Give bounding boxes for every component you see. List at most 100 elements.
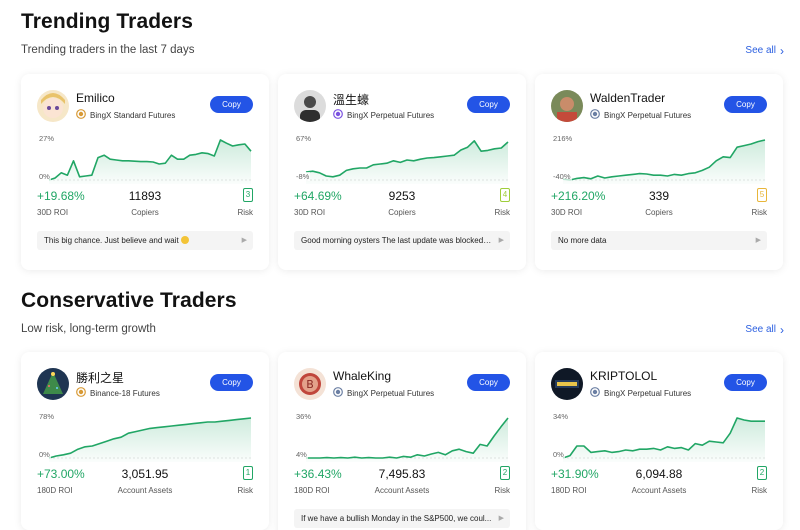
copy-button[interactable]: Copy bbox=[724, 374, 767, 391]
risk-badge: 2 bbox=[757, 466, 767, 480]
chart-area bbox=[306, 418, 508, 462]
risk-badge: 3 bbox=[243, 188, 253, 202]
copy-button[interactable]: Copy bbox=[724, 96, 767, 113]
trader-name[interactable]: KRIPTOLOL bbox=[590, 369, 658, 383]
trader-message[interactable]: No more data ▶ bbox=[551, 231, 767, 250]
chart-max-label: 216% bbox=[553, 134, 574, 143]
roi-chart: 216% -40% bbox=[551, 134, 767, 184]
trader-card[interactable]: 勝利之星 Binance-18 Futures Copy 78% 0% +73.00% 3,… bbox=[21, 352, 269, 530]
trader-avatar[interactable] bbox=[37, 368, 69, 400]
chart-area bbox=[49, 418, 251, 462]
exchange-label: BingX Perpetual Futures bbox=[347, 110, 435, 120]
risk-label: Risk bbox=[237, 208, 253, 217]
chart-line bbox=[305, 140, 509, 178]
message-text: This big chance. Just believe and wait bbox=[44, 236, 179, 245]
medal-icon bbox=[76, 109, 86, 121]
medal-icon bbox=[590, 109, 600, 121]
roi-label: 30D ROI bbox=[37, 208, 69, 217]
chart-min-label: 0% bbox=[39, 450, 51, 459]
trader-avatar[interactable] bbox=[551, 368, 583, 400]
conservative-traders-section: Conservative Traders Low risk, long-term… bbox=[0, 280, 800, 530]
section-subtitle: Trending traders in the last 7 days bbox=[21, 44, 195, 56]
exchange-badge: BingX Perpetual Futures bbox=[590, 387, 691, 399]
chart-area bbox=[563, 140, 765, 184]
see-all-link[interactable]: See all › bbox=[745, 45, 784, 57]
copy-button[interactable]: Copy bbox=[210, 96, 253, 113]
exchange-badge: BingX Perpetual Futures bbox=[333, 109, 434, 121]
roi-value: +31.90% bbox=[551, 467, 599, 481]
risk-label: Risk bbox=[237, 486, 253, 495]
chart-min-label: 0% bbox=[39, 172, 51, 181]
secondary-value: 7,495.83 bbox=[378, 467, 426, 481]
trader-avatar[interactable]: B bbox=[294, 368, 326, 400]
trader-name[interactable]: WhaleKing bbox=[333, 369, 392, 383]
roi-value: +216.20% bbox=[551, 189, 606, 203]
trader-name[interactable]: 勝利之星 bbox=[76, 371, 125, 385]
secondary-label: Copiers bbox=[131, 208, 159, 217]
chevron-right-icon: ▶ bbox=[498, 515, 504, 522]
trader-name[interactable]: 溫生蠔 bbox=[333, 93, 370, 107]
roi-label: 180D ROI bbox=[294, 486, 330, 495]
trader-card[interactable]: B WhaleKing BingX Perpetual Futures Copy 36%… bbox=[278, 352, 526, 530]
risk-label: Risk bbox=[751, 208, 767, 217]
section-title: Conservative Traders bbox=[21, 289, 237, 312]
emoji-icon bbox=[180, 236, 189, 244]
trader-avatar[interactable] bbox=[37, 90, 69, 122]
chart-max-label: 78% bbox=[39, 412, 56, 421]
trader-message[interactable]: If we have a bullish Monday in the S&P50… bbox=[294, 509, 510, 528]
roi-chart-svg bbox=[48, 417, 252, 462]
trader-avatar[interactable] bbox=[294, 90, 326, 122]
secondary-label: Account Assets bbox=[631, 486, 687, 495]
message-text: If we have a bullish Monday in the S&P50… bbox=[301, 514, 492, 523]
risk-label: Risk bbox=[494, 208, 510, 217]
chart-line bbox=[48, 139, 252, 181]
copy-button[interactable]: Copy bbox=[210, 374, 253, 391]
exchange-label: Binance-18 Futures bbox=[90, 388, 160, 398]
exchange-badge: Binance-18 Futures bbox=[76, 387, 160, 399]
exchange-label: BingX Perpetual Futures bbox=[604, 110, 692, 120]
risk-label: Risk bbox=[494, 486, 510, 495]
trader-card[interactable]: WaldenTrader BingX Perpetual Futures Copy 2… bbox=[535, 74, 783, 270]
message-text: No more data bbox=[558, 236, 607, 245]
chart-max-label: 27% bbox=[39, 134, 56, 143]
roi-label: 30D ROI bbox=[294, 208, 326, 217]
trader-name[interactable]: Emilico bbox=[76, 91, 115, 105]
section-subtitle: Low risk, long-term growth bbox=[21, 323, 156, 335]
roi-label: 180D ROI bbox=[551, 486, 587, 495]
roi-chart: 78% 0% bbox=[37, 412, 253, 462]
trader-name[interactable]: WaldenTrader bbox=[590, 91, 666, 105]
roi-chart-svg bbox=[48, 139, 252, 184]
chart-min-label: 4% bbox=[296, 450, 308, 459]
copy-button[interactable]: Copy bbox=[467, 374, 510, 391]
secondary-value: 9253 bbox=[388, 189, 416, 203]
chart-max-label: 67% bbox=[296, 134, 313, 143]
secondary-value: 11893 bbox=[128, 189, 162, 203]
roi-value: +19.68% bbox=[37, 189, 85, 203]
roi-chart-svg bbox=[305, 140, 509, 184]
roi-label: 30D ROI bbox=[551, 208, 583, 217]
roi-value: +73.00% bbox=[37, 467, 85, 481]
trader-avatar[interactable] bbox=[551, 90, 583, 122]
trader-card[interactable]: Emilico BingX Standard Futures Copy 27% 0% +1… bbox=[21, 74, 269, 270]
chevron-right-icon: ▶ bbox=[755, 237, 761, 244]
trader-card[interactable]: 溫生蠔 BingX Perpetual Futures Copy 67% -8% +64.… bbox=[278, 74, 526, 270]
chevron-right-icon: › bbox=[780, 322, 784, 337]
chevron-right-icon: ▶ bbox=[498, 237, 504, 244]
trader-message[interactable]: This big chance. Just believe and wait ▶ bbox=[37, 231, 253, 250]
roi-chart-svg bbox=[306, 417, 509, 462]
risk-badge: 2 bbox=[500, 466, 510, 480]
chart-area bbox=[306, 140, 508, 184]
see-all-link[interactable]: See all › bbox=[745, 322, 784, 337]
exchange-badge: BingX Standard Futures bbox=[76, 109, 175, 121]
trader-message[interactable]: Good morning oysters The last update was… bbox=[294, 231, 510, 250]
roi-chart-svg bbox=[562, 139, 766, 184]
risk-label: Risk bbox=[751, 486, 767, 495]
chart-area bbox=[563, 418, 765, 462]
risk-badge: 1 bbox=[243, 466, 253, 480]
exchange-label: BingX Standard Futures bbox=[90, 110, 176, 120]
secondary-label: Account Assets bbox=[117, 486, 173, 495]
chart-line bbox=[48, 417, 252, 459]
copy-button[interactable]: Copy bbox=[467, 96, 510, 113]
exchange-badge: BingX Perpetual Futures bbox=[590, 109, 691, 121]
trader-card[interactable]: KRIPTOLOL BingX Perpetual Futures Copy 34% 0… bbox=[535, 352, 783, 530]
